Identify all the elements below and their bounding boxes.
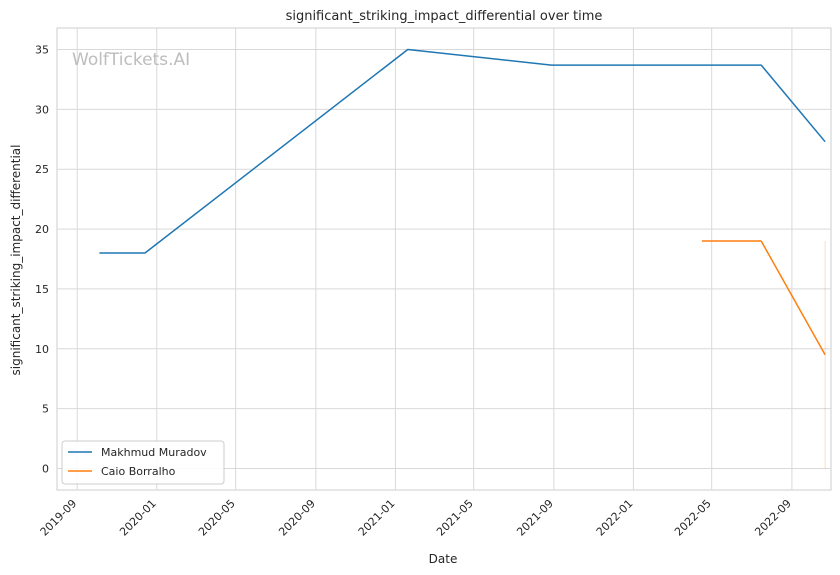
x-tick-label: 2020-05 — [196, 497, 238, 539]
x-tick-label: 2021-01 — [356, 497, 398, 539]
x-tick-label: 2020-01 — [117, 497, 159, 539]
y-tick-label: 35 — [35, 44, 49, 57]
plot-area — [56, 27, 832, 491]
x-tick-label: 2021-05 — [434, 497, 476, 539]
y-axis-label: significant_striking_impact_differential — [9, 145, 23, 376]
y-tick-label: 30 — [35, 103, 49, 116]
x-axis-label: Date — [429, 552, 458, 566]
legend: Makhmud Muradov Caio Borralho — [61, 440, 225, 485]
legend-box — [61, 440, 225, 485]
grid — [57, 28, 831, 490]
y-tick-label: 25 — [35, 163, 49, 176]
x-tick-label: 2022-09 — [752, 497, 794, 539]
legend-label-makhmud-muradov: Makhmud Muradov — [101, 446, 207, 459]
y-tick-label: 20 — [35, 223, 49, 236]
watermark: WolfTickets.AI — [72, 50, 190, 70]
series-line-makhmud-muradov — [99, 48, 826, 254]
y-tick-label: 5 — [42, 403, 49, 416]
x-axis-ticks: 2019-09 2020-01 2020-05 2020-09 2021-01 2021-… — [38, 497, 794, 539]
x-tick-label: 2019-09 — [38, 497, 80, 539]
series-line-caio-borralho — [701, 240, 826, 356]
series-lines — [99, 48, 826, 469]
y-tick-label: 15 — [35, 283, 49, 296]
x-tick-label: 2022-01 — [594, 497, 636, 539]
x-tick-label: 2021-09 — [514, 497, 556, 539]
x-tick-label: 2022-05 — [672, 497, 714, 539]
legend-label-caio-borralho: Caio Borralho — [101, 465, 176, 478]
y-tick-label: 0 — [42, 462, 49, 475]
x-tick-label: 2020-09 — [276, 497, 318, 539]
chart-title: significant_striking_impact_differential… — [286, 9, 603, 24]
y-tick-label: 10 — [35, 343, 49, 356]
y-axis-ticks: 0 5 10 15 20 25 30 35 — [35, 44, 49, 476]
